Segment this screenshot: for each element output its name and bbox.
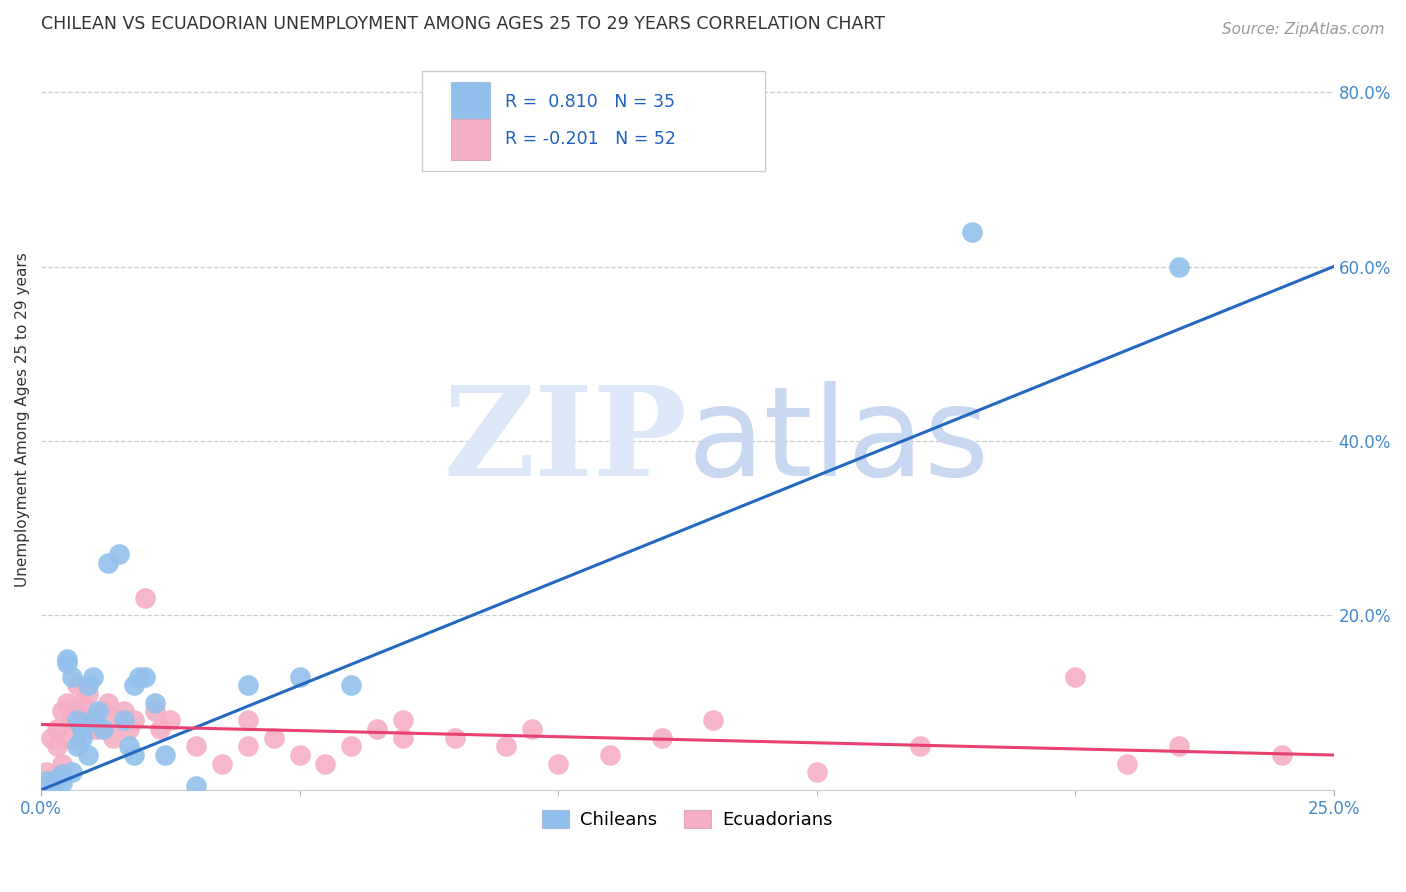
Point <box>122 713 145 727</box>
Point <box>122 678 145 692</box>
Point <box>66 713 89 727</box>
FancyBboxPatch shape <box>451 81 489 122</box>
Point <box>806 765 828 780</box>
Point <box>60 765 83 780</box>
Point <box>56 657 79 671</box>
Point <box>82 713 104 727</box>
FancyBboxPatch shape <box>422 70 765 170</box>
Point <box>51 776 73 790</box>
Point <box>82 722 104 736</box>
Point <box>1064 669 1087 683</box>
Point <box>82 669 104 683</box>
Point <box>103 731 125 745</box>
Point <box>112 713 135 727</box>
Point <box>143 696 166 710</box>
Point <box>153 747 176 762</box>
Point <box>599 747 621 762</box>
Point <box>186 739 208 754</box>
Point <box>66 705 89 719</box>
Point <box>702 713 724 727</box>
Point <box>143 705 166 719</box>
Point <box>56 652 79 666</box>
Point <box>340 739 363 754</box>
Point <box>76 747 98 762</box>
Point <box>87 722 110 736</box>
Text: CHILEAN VS ECUADORIAN UNEMPLOYMENT AMONG AGES 25 TO 29 YEARS CORRELATION CHART: CHILEAN VS ECUADORIAN UNEMPLOYMENT AMONG… <box>41 15 886 33</box>
Text: atlas: atlas <box>688 381 990 502</box>
Text: Source: ZipAtlas.com: Source: ZipAtlas.com <box>1222 22 1385 37</box>
Point <box>66 739 89 754</box>
Point <box>1115 756 1137 771</box>
Point <box>547 756 569 771</box>
Point <box>134 591 156 605</box>
Point <box>45 772 67 787</box>
Point <box>236 678 259 692</box>
Point <box>51 705 73 719</box>
Point <box>522 722 544 736</box>
Point <box>72 731 94 745</box>
Point <box>1271 747 1294 762</box>
Point <box>35 774 58 789</box>
Point <box>66 678 89 692</box>
Legend: Chileans, Ecuadorians: Chileans, Ecuadorians <box>534 803 839 837</box>
Point <box>76 687 98 701</box>
Point <box>56 696 79 710</box>
Point <box>45 739 67 754</box>
Point <box>82 713 104 727</box>
Point <box>443 731 465 745</box>
FancyBboxPatch shape <box>451 120 489 160</box>
Point <box>186 779 208 793</box>
Point <box>211 756 233 771</box>
Point <box>72 722 94 736</box>
Point <box>107 548 129 562</box>
Point <box>288 669 311 683</box>
Point <box>107 713 129 727</box>
Point <box>134 669 156 683</box>
Point <box>72 722 94 736</box>
Point <box>314 756 336 771</box>
Point <box>51 756 73 771</box>
Point <box>159 713 181 727</box>
Point <box>56 731 79 745</box>
Point <box>495 739 517 754</box>
Point <box>366 722 388 736</box>
Point <box>392 731 415 745</box>
Point <box>41 731 63 745</box>
Text: R =  0.810   N = 35: R = 0.810 N = 35 <box>505 93 675 111</box>
Text: R = -0.201   N = 52: R = -0.201 N = 52 <box>505 130 676 148</box>
Point <box>35 765 58 780</box>
Point <box>118 739 141 754</box>
Point <box>263 731 285 745</box>
Point <box>1167 739 1189 754</box>
Point <box>91 722 114 736</box>
Point <box>908 739 931 754</box>
Point <box>76 678 98 692</box>
Point <box>60 669 83 683</box>
Point <box>149 722 172 736</box>
Point <box>288 747 311 762</box>
Point <box>960 225 983 239</box>
Point <box>112 705 135 719</box>
Point <box>91 705 114 719</box>
Point <box>51 767 73 781</box>
Point <box>60 713 83 727</box>
Point <box>392 713 415 727</box>
Point <box>651 731 673 745</box>
Point <box>41 779 63 793</box>
Point <box>236 713 259 727</box>
Point <box>97 556 120 570</box>
Point <box>122 747 145 762</box>
Text: ZIP: ZIP <box>444 381 688 502</box>
Point <box>128 669 150 683</box>
Point <box>87 705 110 719</box>
Point <box>45 722 67 736</box>
Point <box>72 696 94 710</box>
Point <box>118 722 141 736</box>
Point <box>340 678 363 692</box>
Point <box>1167 260 1189 274</box>
Point <box>97 696 120 710</box>
Y-axis label: Unemployment Among Ages 25 to 29 years: Unemployment Among Ages 25 to 29 years <box>15 252 30 587</box>
Point <box>236 739 259 754</box>
